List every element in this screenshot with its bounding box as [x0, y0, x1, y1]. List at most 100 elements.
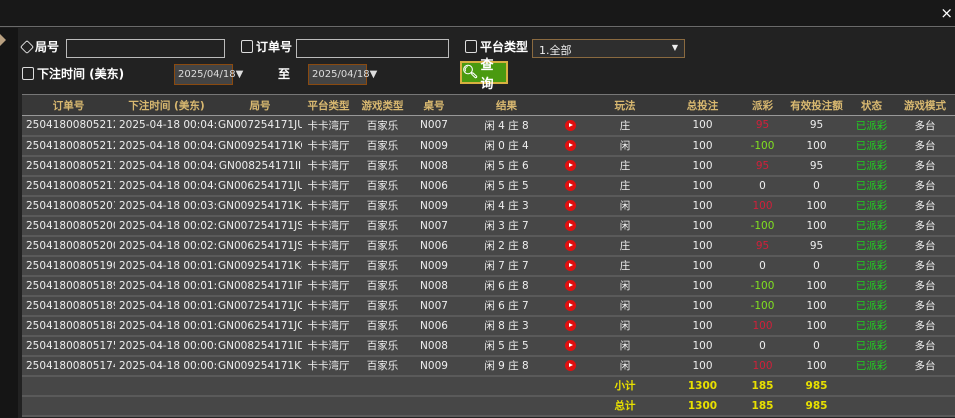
replay-cell	[555, 215, 585, 237]
play-video-icon[interactable]	[564, 119, 576, 131]
empty-cell	[218, 375, 302, 397]
table-row[interactable]: 2504180080520032025-04-18 00:02:53GN0062…	[22, 235, 955, 257]
bet-time-cell: 2025-04-18 00:04:27	[115, 115, 218, 137]
bet-time-cell: 2025-04-18 00:03:03	[115, 195, 218, 217]
payout-cell: -100	[740, 215, 785, 237]
bet-type-cell: 庄	[585, 235, 665, 257]
result-cell: 闲 7 庄 7	[458, 255, 555, 277]
column-header: 局号	[218, 94, 302, 116]
empty-cell	[555, 375, 585, 397]
platform-cell: 卡卡湾厅	[302, 215, 355, 237]
game-mode-cell: 多台	[895, 195, 955, 217]
table-row[interactable]: 2504180080520142025-04-18 00:03:03GN0092…	[22, 195, 955, 217]
payout-cell: 0	[740, 335, 785, 357]
total-bet-cell: 100	[665, 355, 740, 377]
table-no-cell: N008	[410, 275, 458, 297]
bet-type-cell: 闲	[585, 295, 665, 317]
empty-cell	[355, 375, 410, 397]
search-button[interactable]: 🔍︎ 查询	[460, 58, 508, 92]
table-no-cell: N006	[410, 315, 458, 337]
bet-type-cell: 闲	[585, 215, 665, 237]
result-cell: 闲 6 庄 7	[458, 295, 555, 317]
play-video-icon[interactable]	[564, 320, 576, 331]
play-video-icon[interactable]	[564, 220, 576, 231]
total-bet-cell: 100	[665, 275, 740, 297]
platform-cell: 卡卡湾厅	[302, 195, 355, 217]
game-mode-cell: 多台	[895, 155, 955, 177]
table-row[interactable]: 2504180080518982025-04-18 00:01:51GN0082…	[22, 275, 955, 297]
date-from-picker[interactable]: 2025/04/18▼	[174, 64, 243, 85]
valid-bet-cell: 0	[785, 255, 848, 277]
platform-select[interactable]: 1.全部 ▼	[532, 39, 685, 58]
game-type-cell: 百家乐	[355, 295, 410, 317]
round-input[interactable]	[66, 39, 225, 58]
play-video-icon[interactable]	[564, 140, 576, 151]
table-row[interactable]: 2504180080521262025-04-18 00:04:24GN0092…	[22, 135, 955, 157]
platform-label-text: 平台类型	[480, 40, 529, 54]
total-bet-cell: 100	[665, 135, 740, 157]
bet-type-cell: 闲	[585, 135, 665, 157]
table-row[interactable]: 2504180080518922025-04-18 00:01:49GN0072…	[22, 295, 955, 317]
empty-cell	[895, 395, 955, 417]
replay-cell	[555, 295, 585, 317]
result-cell: 闲 4 庄 3	[458, 195, 555, 217]
bet-time-cell: 2025-04-18 00:02:59	[115, 215, 218, 237]
table-row[interactable]: 2504180080520052025-04-18 00:02:59GN0072…	[22, 215, 955, 237]
table-row[interactable]: 2504180080521182025-04-18 00:04:22GN0082…	[22, 155, 955, 177]
bet-time-cell: 2025-04-18 00:01:53	[115, 255, 218, 277]
table-row[interactable]: 2504180080519012025-04-18 00:01:53GN0092…	[22, 255, 955, 277]
status-cell: 已派彩	[848, 135, 895, 157]
play-video-icon[interactable]	[564, 340, 576, 351]
column-header: 游戏类型	[355, 94, 410, 116]
empty-cell	[22, 395, 115, 417]
payout-cell: 100	[740, 195, 785, 217]
bet-type-cell: 闲	[585, 275, 665, 297]
game-mode-cell: 多台	[895, 355, 955, 377]
platform-cell: 卡卡湾厅	[302, 115, 355, 137]
column-header: 状态	[848, 94, 895, 116]
total-bet-cell: 100	[665, 295, 740, 317]
collapse-handle[interactable]	[0, 34, 6, 46]
table-row[interactable]: 2504180080521282025-04-18 00:04:27GN0072…	[22, 115, 955, 137]
date-to-picker[interactable]: 2025/04/18▼	[308, 64, 377, 85]
play-video-icon[interactable]	[564, 180, 576, 191]
result-cell: 闲 5 庄 6	[458, 155, 555, 177]
play-video-icon[interactable]	[564, 280, 576, 291]
table-row[interactable]: 2504180080517592025-04-18 00:00:12GN0082…	[22, 335, 955, 357]
column-header: 玩法	[585, 94, 665, 116]
subtotal-row: 小计 1300 185 985	[22, 375, 955, 397]
game-type-cell: 百家乐	[355, 175, 410, 197]
table-row[interactable]: 2504180080517402025-04-18 00:00:01GN0092…	[22, 355, 955, 377]
order-input[interactable]	[296, 39, 449, 58]
close-icon[interactable]: ×	[940, 4, 953, 22]
total-valid-bet: 985	[785, 395, 848, 417]
replay-cell	[555, 175, 585, 197]
game-mode-cell: 多台	[895, 235, 955, 257]
round-id-cell: GN008254171ID	[218, 335, 302, 357]
game-mode-cell: 多台	[895, 295, 955, 317]
table-row[interactable]: 2504180080518892025-04-18 00:01:46GN0062…	[22, 315, 955, 337]
order-id-cell: 250418008052014	[22, 195, 115, 217]
empty-cell	[302, 395, 355, 417]
bet-type-cell: 闲	[585, 195, 665, 217]
play-video-icon[interactable]	[564, 300, 576, 311]
payout-cell: 100	[740, 315, 785, 337]
total-label: 总计	[585, 395, 665, 417]
play-video-icon[interactable]	[564, 360, 576, 371]
play-video-icon[interactable]	[564, 240, 576, 251]
game-mode-cell: 多台	[895, 215, 955, 237]
platform-cell: 卡卡湾厅	[302, 255, 355, 277]
game-type-cell: 百家乐	[355, 355, 410, 377]
round-label: 局号	[19, 38, 59, 55]
total-bet-cell: 100	[665, 255, 740, 277]
bet-type-cell: 庄	[585, 115, 665, 137]
play-video-icon[interactable]	[564, 260, 576, 271]
play-video-icon[interactable]	[564, 200, 576, 211]
payout-cell: -100	[740, 295, 785, 317]
table-row[interactable]: 2504180080521152025-04-18 00:04:19GN0062…	[22, 175, 955, 197]
result-cell: 闲 3 庄 7	[458, 215, 555, 237]
payout-cell: -100	[740, 275, 785, 297]
bet-type-cell: 庄	[585, 155, 665, 177]
platform-cell: 卡卡湾厅	[302, 235, 355, 257]
play-video-icon[interactable]	[564, 160, 576, 171]
